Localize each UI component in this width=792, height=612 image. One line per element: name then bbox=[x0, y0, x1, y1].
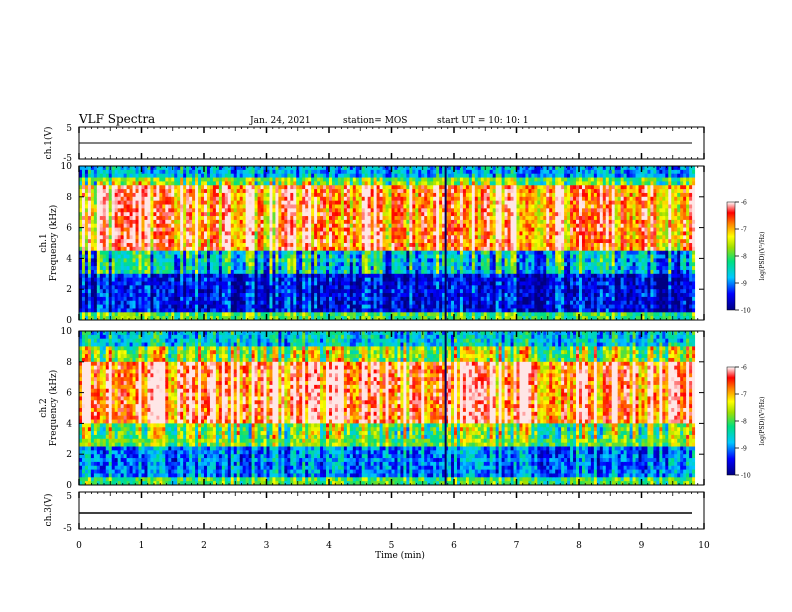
x-tick-label: 2 bbox=[201, 541, 207, 551]
ch2-spectrogram-ytick-label: 2 bbox=[66, 450, 72, 460]
x-tick-label: 3 bbox=[264, 541, 270, 551]
ch2-colorbar-gradient bbox=[726, 366, 736, 476]
ch2-spectrogram-ytick-label: 0 bbox=[66, 481, 72, 491]
colorbar-tick-label: -10 bbox=[741, 308, 751, 315]
ch2-frequency-label: Frequency (kHz) bbox=[48, 370, 59, 447]
ch2-spectrogram-panel: 0 2 4 6 8 10 ch.2 Frequency (kHz) bbox=[39, 327, 705, 491]
x-tick-label: 4 bbox=[326, 541, 332, 551]
ch3-ytick-top: 5 bbox=[66, 492, 72, 502]
colorbar-tick-label: -8 bbox=[741, 254, 747, 261]
ch1-spectrogram-gap-line bbox=[444, 166, 447, 320]
ch2-spectrogram-ytick-label: 8 bbox=[66, 358, 72, 368]
x-tick-label: 7 bbox=[514, 541, 520, 551]
ch1-spectrogram-ytick-label: 8 bbox=[66, 193, 72, 203]
colorbar-tick-label: -9 bbox=[741, 281, 747, 288]
x-tick-label: 1 bbox=[139, 541, 145, 551]
ch1-spectrogram-ytick-label: 2 bbox=[66, 285, 72, 295]
ch1-spectrogram-ytick-label: 10 bbox=[61, 162, 73, 172]
ch1-ytick-top: 5 bbox=[66, 124, 72, 134]
ch1-colorbar-gradient bbox=[726, 201, 736, 311]
colorbar-tick-label: -8 bbox=[741, 419, 747, 426]
ch2-colorbar-label: log(PSD)(V²/Hz) bbox=[759, 397, 766, 446]
ch1-frequency-label: Frequency (kHz) bbox=[48, 205, 59, 282]
start-time-label: start UT = 10: 10: 1 bbox=[437, 116, 529, 126]
date-label: Jan. 24, 2021 bbox=[249, 116, 311, 126]
ch1-spectrogram-ytick-label: 4 bbox=[66, 254, 72, 264]
station-label: station= MOS bbox=[343, 116, 407, 126]
figure-title: VLF Spectra bbox=[78, 112, 155, 126]
ch3-ytick-bottom: -5 bbox=[63, 524, 72, 534]
x-tick-label: 0 bbox=[76, 541, 82, 551]
ch2-colorbar: -6 -7 -8 -9 -10 log(PSD)(V²/Hz) bbox=[726, 365, 766, 480]
ch3-v-label: ch.3(V) bbox=[43, 494, 54, 527]
ch1-colorbar: -6 -7 -8 -9 -10 log(PSD)(V²/Hz) bbox=[726, 200, 766, 315]
colorbar-tick-label: -7 bbox=[741, 392, 747, 399]
x-tick-label: 8 bbox=[576, 541, 582, 551]
ch2-spectrogram-ytick-label: 4 bbox=[66, 419, 72, 429]
ch1-spectrogram-ytick-label: 0 bbox=[66, 316, 72, 326]
colorbar-tick-label: -6 bbox=[741, 365, 747, 372]
ch1-colorbar-label: log(PSD)(V²/Hz) bbox=[759, 232, 766, 281]
colorbar-tick-label: -9 bbox=[741, 446, 747, 453]
ch2-channel-label: ch.2 bbox=[39, 398, 49, 417]
ch2-spectrogram-ytick-label: 6 bbox=[66, 389, 72, 399]
ch2-spectrogram-ytick-label: 10 bbox=[61, 327, 73, 337]
colorbar-tick-label: -7 bbox=[741, 227, 747, 234]
ch1-ytick-bottom: -5 bbox=[63, 154, 72, 164]
ch2-spectrogram-gap-line bbox=[444, 331, 447, 485]
x-tick-label: 10 bbox=[698, 541, 710, 551]
x-tick-label: 5 bbox=[389, 541, 395, 551]
colorbar-tick-label: -6 bbox=[741, 200, 747, 207]
ch1-spectrogram-ytick-label: 6 bbox=[66, 224, 72, 234]
ch1-spectrogram-panel: 0 2 4 6 8 10 ch.1 Frequency (kHz) bbox=[39, 162, 705, 326]
x-tick-label: 6 bbox=[451, 541, 457, 551]
x-tick-label: 9 bbox=[639, 541, 645, 551]
x-axis-label: Time (min) bbox=[375, 550, 425, 561]
colorbar-tick-label: -10 bbox=[741, 473, 751, 480]
ch1-channel-label: ch.1 bbox=[39, 233, 49, 252]
ch1-v-label: ch.1(V) bbox=[43, 127, 54, 160]
